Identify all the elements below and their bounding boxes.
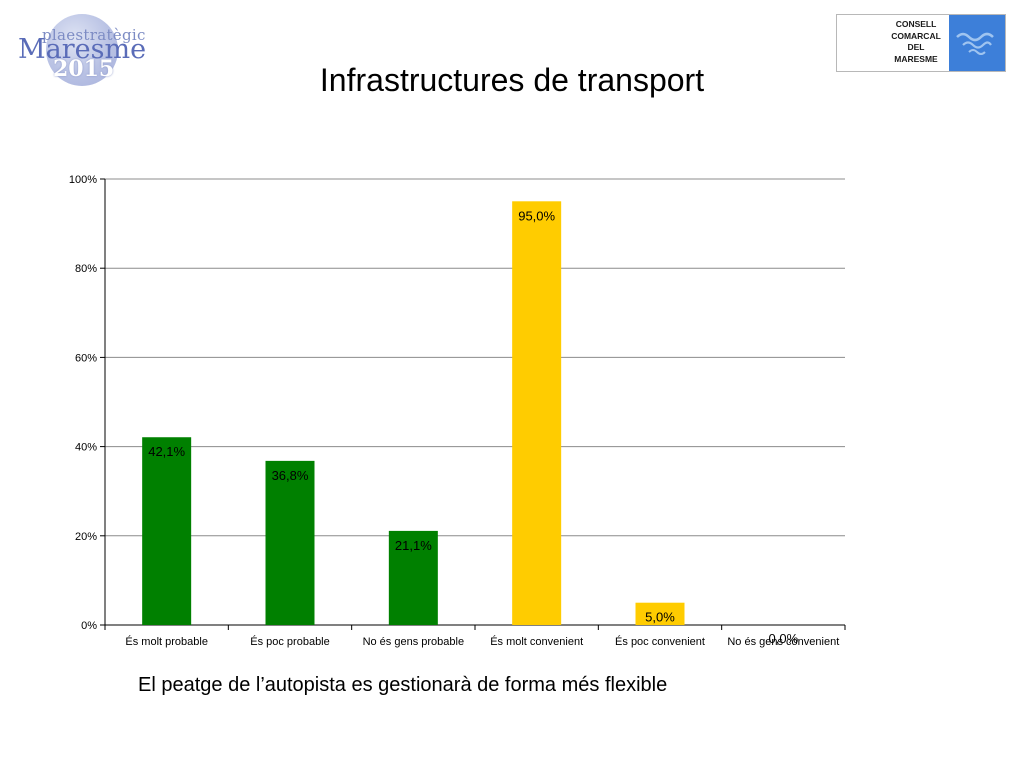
logo-circle	[46, 14, 118, 86]
consell-logo-line: MARESME	[894, 53, 938, 64]
x-tick-label: No és gens probable	[363, 636, 465, 648]
x-tick-label: És molt convenient	[490, 635, 583, 648]
x-tick-label: És poc convenient	[615, 635, 705, 648]
consell-comarcal-logo: CONSELL COMARCAL DEL MARESME	[836, 14, 1006, 72]
y-tick-label: 0%	[81, 620, 97, 632]
x-tick-label: No és gens convenient	[727, 636, 839, 648]
y-tick-label: 40%	[75, 442, 97, 454]
y-tick-label: 20%	[75, 531, 97, 543]
consell-logo-text: CONSELL COMARCAL DEL MARESME	[881, 19, 951, 65]
logo-pla-text: plaestratègic	[42, 26, 146, 44]
bar	[512, 201, 562, 626]
consell-logo-line: CONSELL	[895, 19, 937, 29]
bar	[635, 602, 685, 625]
logo-year-text: 2015	[53, 56, 115, 82]
data-label: 5,0%	[645, 610, 675, 625]
consell-logo-line: DEL	[907, 42, 925, 52]
y-tick-label: 100%	[69, 174, 97, 186]
x-tick-label: És molt probable	[125, 635, 208, 648]
data-label: 95,0%	[518, 208, 555, 223]
y-tick-label: 80%	[75, 263, 97, 275]
consell-emblem-icon	[949, 15, 1005, 71]
y-tick-label: 60%	[75, 352, 97, 364]
data-label: 0,0%	[769, 631, 799, 646]
logo-name-text: Maresme	[18, 34, 147, 65]
data-label: 21,1%	[395, 538, 432, 553]
data-label: 36,8%	[272, 468, 309, 483]
slide-title: Infrastructures de transport	[319, 62, 705, 98]
bar	[265, 460, 315, 625]
data-label: 42,1%	[148, 444, 185, 459]
bar	[388, 530, 438, 625]
bar	[142, 437, 192, 625]
x-tick-label: És poc probable	[250, 635, 330, 648]
plaestrategic-logo: plaestratègic Maresme 2015	[18, 10, 148, 90]
chart-caption: El peatge de l’autopista es gestionarà d…	[138, 674, 668, 696]
consell-logo-line: COMARCAL	[891, 30, 941, 41]
